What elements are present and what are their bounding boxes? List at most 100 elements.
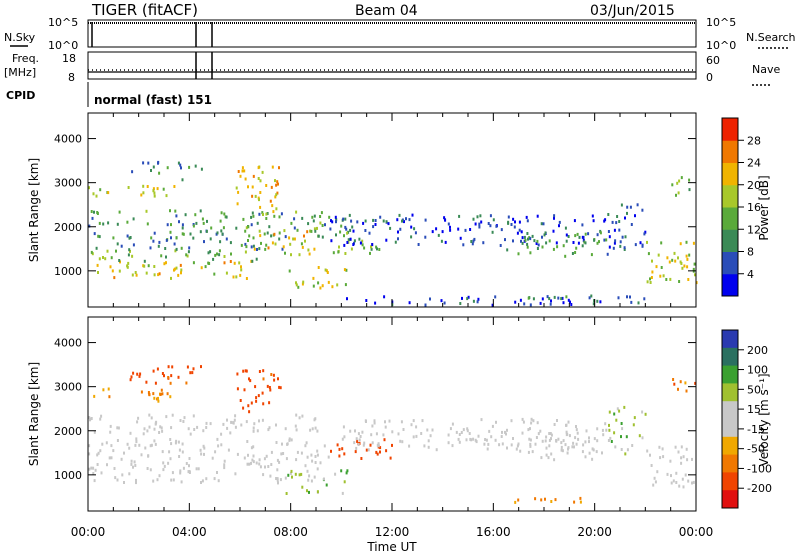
power-cell	[443, 216, 446, 220]
power-cell	[200, 167, 203, 171]
velocity-cell	[108, 456, 111, 460]
velocity-cell	[107, 387, 110, 391]
power-cell	[361, 243, 364, 247]
velocity-cell	[529, 427, 531, 431]
power-cell	[272, 210, 275, 214]
power-cell	[146, 185, 149, 188]
power-cell	[536, 247, 539, 250]
power-cell	[435, 227, 438, 231]
power-cell	[424, 235, 427, 239]
power-cell	[329, 227, 332, 231]
power-cell	[182, 232, 185, 236]
power-cell	[96, 211, 99, 214]
velocity-cell	[233, 418, 236, 422]
velocity-cell	[641, 436, 644, 440]
power-cell	[564, 254, 567, 258]
velocity-cell	[354, 429, 356, 433]
velocity-cell	[330, 449, 332, 453]
power-cell	[292, 237, 295, 241]
velocity-cell	[167, 365, 170, 369]
power-cell	[571, 252, 574, 255]
power-cell	[145, 209, 148, 213]
power-cell	[131, 170, 134, 174]
power-cell	[644, 230, 647, 234]
velocity-colorbar-tick-label: -50	[747, 443, 765, 456]
power-cell	[223, 212, 226, 216]
power-cell	[513, 225, 516, 229]
power-colorbar-swatch	[722, 251, 738, 275]
power-cell	[213, 272, 216, 276]
velocity-cell	[100, 471, 103, 475]
velocity-cell	[588, 451, 591, 455]
power-cell	[565, 233, 568, 237]
power-cell	[219, 240, 222, 244]
power-cell	[192, 236, 195, 240]
power-cell	[521, 241, 524, 245]
power-cell	[175, 214, 178, 218]
velocity-cell	[342, 425, 345, 429]
velocity-cell	[294, 424, 297, 428]
velocity-cell	[608, 423, 610, 427]
power-cell	[320, 211, 323, 215]
velocity-cell	[621, 427, 624, 431]
power-cell	[247, 185, 249, 189]
velocity-cell	[154, 442, 157, 446]
velocity-cell	[171, 413, 174, 417]
velocity-cell	[529, 438, 532, 442]
velocity-cell	[305, 441, 308, 445]
velocity-cell	[284, 476, 287, 480]
velocity-cell	[536, 421, 539, 425]
power-cell	[478, 225, 481, 229]
power-cell	[588, 296, 591, 300]
power-cell	[444, 240, 447, 244]
velocity-cell	[227, 448, 230, 452]
power-cell	[449, 225, 451, 229]
velocity-cell	[602, 433, 605, 437]
power-cell	[533, 239, 536, 243]
power-cell	[558, 220, 561, 224]
velocity-cell	[130, 459, 133, 463]
velocity-x-ticks: 00:00 04:00 08:00 12:00 16:00 20:00 00:00	[71, 525, 714, 539]
power-cell	[343, 268, 346, 272]
power-cell	[203, 240, 205, 244]
velocity-cell	[423, 444, 426, 448]
velocity-cell	[281, 442, 283, 446]
power-cell	[646, 280, 649, 284]
power-cell	[316, 226, 318, 230]
power-cell	[519, 298, 522, 302]
power-cell	[187, 250, 190, 254]
velocity-cell	[178, 448, 181, 452]
power-cell	[321, 224, 324, 227]
power-cell	[252, 236, 255, 240]
velocity-cell	[214, 450, 217, 454]
velocity-cell	[242, 406, 245, 410]
velocity-cell	[691, 457, 693, 461]
power-cell	[128, 248, 131, 252]
power-cell	[665, 278, 668, 281]
power-cell	[524, 238, 527, 242]
power-cell	[643, 232, 646, 236]
power-cell	[262, 213, 264, 216]
power-cell	[385, 238, 388, 242]
velocity-cell	[375, 432, 378, 436]
power-cell	[596, 233, 599, 237]
velocity-cell	[279, 478, 282, 482]
velocity-cell	[148, 413, 151, 417]
velocity-cell	[200, 365, 202, 369]
power-cell	[668, 260, 671, 264]
power-cell	[403, 220, 405, 224]
velocity-colorbar: 200 100 50 15 -15 -50 -100 -200 Velocity [m s⁻¹…	[721, 329, 772, 509]
velocity-cell	[682, 485, 685, 489]
velocity-cell	[153, 439, 156, 443]
velocity-cell	[179, 419, 182, 422]
power-cell	[526, 245, 529, 249]
power-cell	[467, 295, 470, 299]
power-cell	[350, 247, 353, 251]
power-cell	[655, 265, 658, 269]
power-cell	[369, 251, 371, 255]
power-cell	[268, 225, 271, 229]
velocity-cell	[314, 455, 317, 458]
velocity-cell	[147, 391, 150, 394]
power-cell	[351, 225, 354, 229]
power-cell	[516, 231, 519, 235]
